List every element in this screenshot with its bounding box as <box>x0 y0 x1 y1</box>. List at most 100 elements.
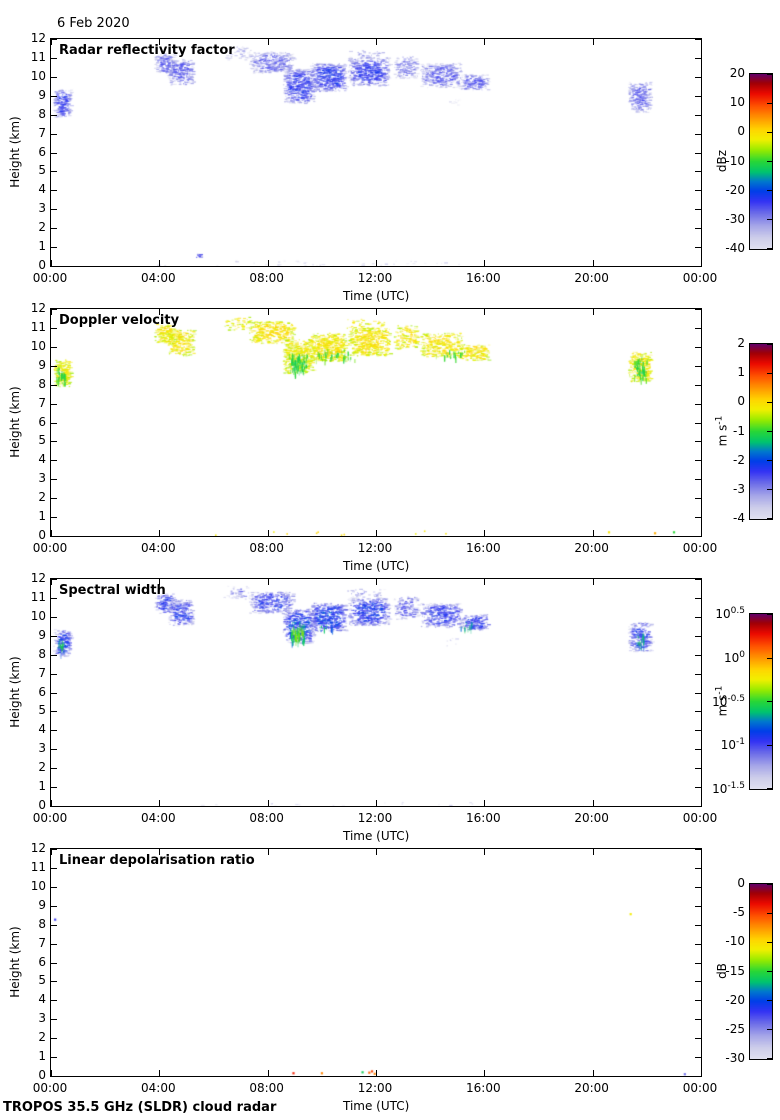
y-tick-label: 3 <box>38 741 46 756</box>
y-tick-label: 1 <box>38 779 46 794</box>
x-tick-mark <box>159 309 160 315</box>
superscript: 0 <box>739 649 745 660</box>
y-tick-mark <box>51 674 57 675</box>
x-tick-mark <box>159 39 160 45</box>
y-tick-mark <box>695 266 701 267</box>
colorbar-tick-label: 0 <box>737 124 745 139</box>
x-tick-mark <box>268 800 269 806</box>
y-tick-label: 8 <box>38 106 46 121</box>
y-tick-label: 8 <box>38 376 46 391</box>
x-tick-mark <box>593 849 594 855</box>
x-tick-mark <box>268 1070 269 1076</box>
superscript: -1 <box>714 685 725 695</box>
y-tick-mark <box>51 579 57 580</box>
colorbar-tick-mark <box>767 190 772 191</box>
y-tick-mark <box>51 171 57 172</box>
y-tick-label: 0 <box>38 798 46 812</box>
colorbar-tick-label: 1 <box>737 365 745 380</box>
colorbar-tick-label: -20 <box>725 992 745 1007</box>
y-tick-mark <box>51 366 57 367</box>
x-tick-mark <box>593 579 594 585</box>
y-tick-label: 10 <box>30 878 46 893</box>
y-tick-mark <box>51 849 57 850</box>
panel-1-plot-area: Radar reflectivity factor <box>50 38 702 267</box>
colorbar-1 <box>749 73 773 250</box>
panel-3-title: Spectral width <box>59 583 166 598</box>
y-tick-label: 5 <box>38 973 46 988</box>
colorbar-tick-label: -25 <box>725 1021 745 1036</box>
x-tick-mark <box>268 260 269 266</box>
y-tick-label: 9 <box>38 627 46 642</box>
y-tick-label: 1 <box>38 1049 46 1064</box>
panel-4-plot-area: Linear depolarisation ratio <box>50 848 702 1077</box>
y-tick-mark <box>51 693 57 694</box>
y-tick-mark <box>51 134 57 135</box>
y-tick-mark <box>51 460 57 461</box>
superscript: -1 <box>714 415 725 425</box>
colorbar-tick-label: -5 <box>733 905 745 920</box>
x-tick-label: 16:00 <box>466 1081 501 1095</box>
x-tick-mark <box>376 530 377 536</box>
colorbar-tick-mark <box>767 402 772 403</box>
y-tick-mark <box>51 153 57 154</box>
x-tick-label: 08:00 <box>249 541 284 555</box>
y-tick-mark <box>695 309 701 310</box>
panel-2-plot-area: Doppler velocity <box>50 308 702 537</box>
colorbar-tick-mark <box>767 614 772 615</box>
y-tick-mark <box>51 423 57 424</box>
x-tick-mark <box>376 260 377 266</box>
y-tick-mark <box>695 536 701 537</box>
y-tick-label: 11 <box>30 49 46 64</box>
x-axis-label: Time (UTC) <box>343 829 410 843</box>
y-tick-label: 12 <box>30 571 46 585</box>
colorbar-tick-label: 20 <box>729 66 745 80</box>
x-tick-mark <box>159 800 160 806</box>
y-tick-mark <box>51 636 57 637</box>
colorbar-tick-label: 0 <box>737 876 745 890</box>
y-axis-label: Height (km) <box>8 115 22 188</box>
y-tick-label: 3 <box>38 471 46 486</box>
x-tick-label: 00:00 <box>32 541 68 555</box>
colorbar-1-gradient <box>750 74 772 249</box>
x-tick-label: 00:00 <box>32 271 68 285</box>
x-tick-mark <box>159 579 160 585</box>
y-tick-mark <box>695 963 701 964</box>
x-tick-mark <box>51 39 52 45</box>
y-tick-mark <box>51 517 57 518</box>
colorbar-unit-label: dB <box>715 962 729 979</box>
y-tick-mark <box>695 517 701 518</box>
y-tick-mark <box>51 1038 57 1039</box>
y-tick-mark <box>695 749 701 750</box>
x-tick-label: 04:00 <box>141 1081 176 1095</box>
y-tick-mark <box>695 441 701 442</box>
y-tick-mark <box>695 1057 701 1058</box>
y-tick-label: 2 <box>38 220 46 235</box>
y-tick-mark <box>695 96 701 97</box>
y-tick-mark <box>51 266 57 267</box>
y-tick-label: 11 <box>30 319 46 334</box>
y-tick-mark <box>695 190 701 191</box>
y-tick-mark <box>51 617 57 618</box>
x-axis-label: Time (UTC) <box>343 289 410 303</box>
y-tick-mark <box>51 498 57 499</box>
y-tick-mark <box>695 423 701 424</box>
panel-1-title: Radar reflectivity factor <box>59 43 235 58</box>
y-tick-label: 10 <box>30 68 46 83</box>
y-tick-mark <box>51 868 57 869</box>
x-tick-label: 04:00 <box>141 811 176 825</box>
y-tick-mark <box>695 347 701 348</box>
y-tick-mark <box>51 1000 57 1001</box>
colorbar-tick-label: 2 <box>737 336 745 350</box>
x-tick-label: 20:00 <box>574 541 609 555</box>
x-tick-mark <box>159 1070 160 1076</box>
y-axis-label: Height (km) <box>8 655 22 728</box>
x-tick-label: 16:00 <box>466 271 501 285</box>
y-tick-mark <box>51 1019 57 1020</box>
y-tick-label: 7 <box>38 935 46 950</box>
y-tick-mark <box>51 944 57 945</box>
y-tick-mark <box>695 1019 701 1020</box>
y-tick-mark <box>51 385 57 386</box>
y-tick-label: 9 <box>38 357 46 372</box>
x-tick-mark <box>484 1070 485 1076</box>
y-tick-mark <box>695 209 701 210</box>
